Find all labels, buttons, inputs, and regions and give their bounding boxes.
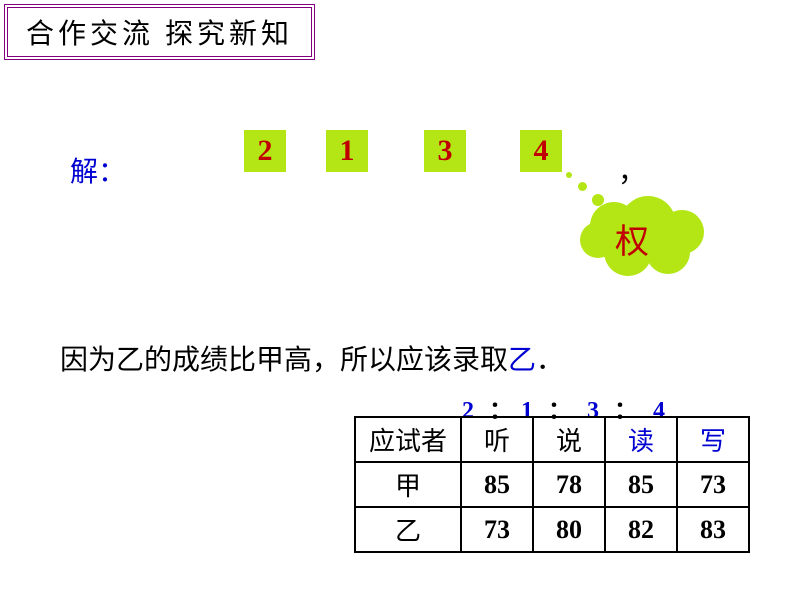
- dot-icon: [566, 172, 572, 178]
- score-table: 应试者 听 说 读 写 甲 85 78 85 73 乙 73 80 82 83: [354, 416, 750, 553]
- weight-box-4: 4: [520, 130, 562, 172]
- cell-write: 83: [677, 507, 749, 552]
- table-row: 乙 73 80 82 83: [355, 507, 749, 552]
- dot-icon: [578, 182, 587, 191]
- header-listen: 听: [461, 417, 533, 462]
- cell-listen: 85: [461, 462, 533, 507]
- conclusion-part-a: 因为乙的成绩比甲高，所以应该录取: [60, 345, 508, 376]
- conclusion-part-c: ．: [536, 345, 564, 376]
- row-name: 乙: [355, 507, 461, 552]
- weight-box-3: 3: [424, 130, 466, 172]
- comma: ，: [618, 150, 646, 190]
- weight-box-2: 1: [326, 130, 368, 172]
- solve-label: 解：: [70, 150, 126, 190]
- cell-speak: 78: [533, 462, 605, 507]
- header-read: 读: [605, 417, 677, 462]
- weight-box-1: 2: [244, 130, 286, 172]
- header-write: 写: [677, 417, 749, 462]
- conclusion-text: 因为乙的成绩比甲高，所以应该录取乙．: [60, 338, 564, 378]
- header-applicant: 应试者: [355, 417, 461, 462]
- cell-read: 85: [605, 462, 677, 507]
- row-name: 甲: [355, 462, 461, 507]
- cloud-label: 权: [615, 214, 649, 263]
- conclusion-highlight: 乙: [508, 345, 536, 376]
- cell-speak: 80: [533, 507, 605, 552]
- table-row: 甲 85 78 85 73: [355, 462, 749, 507]
- section-title: 合作交流 探究新知: [4, 4, 315, 60]
- cell-write: 73: [677, 462, 749, 507]
- cell-read: 82: [605, 507, 677, 552]
- cell-listen: 73: [461, 507, 533, 552]
- table-header-row: 应试者 听 说 读 写: [355, 417, 749, 462]
- header-speak: 说: [533, 417, 605, 462]
